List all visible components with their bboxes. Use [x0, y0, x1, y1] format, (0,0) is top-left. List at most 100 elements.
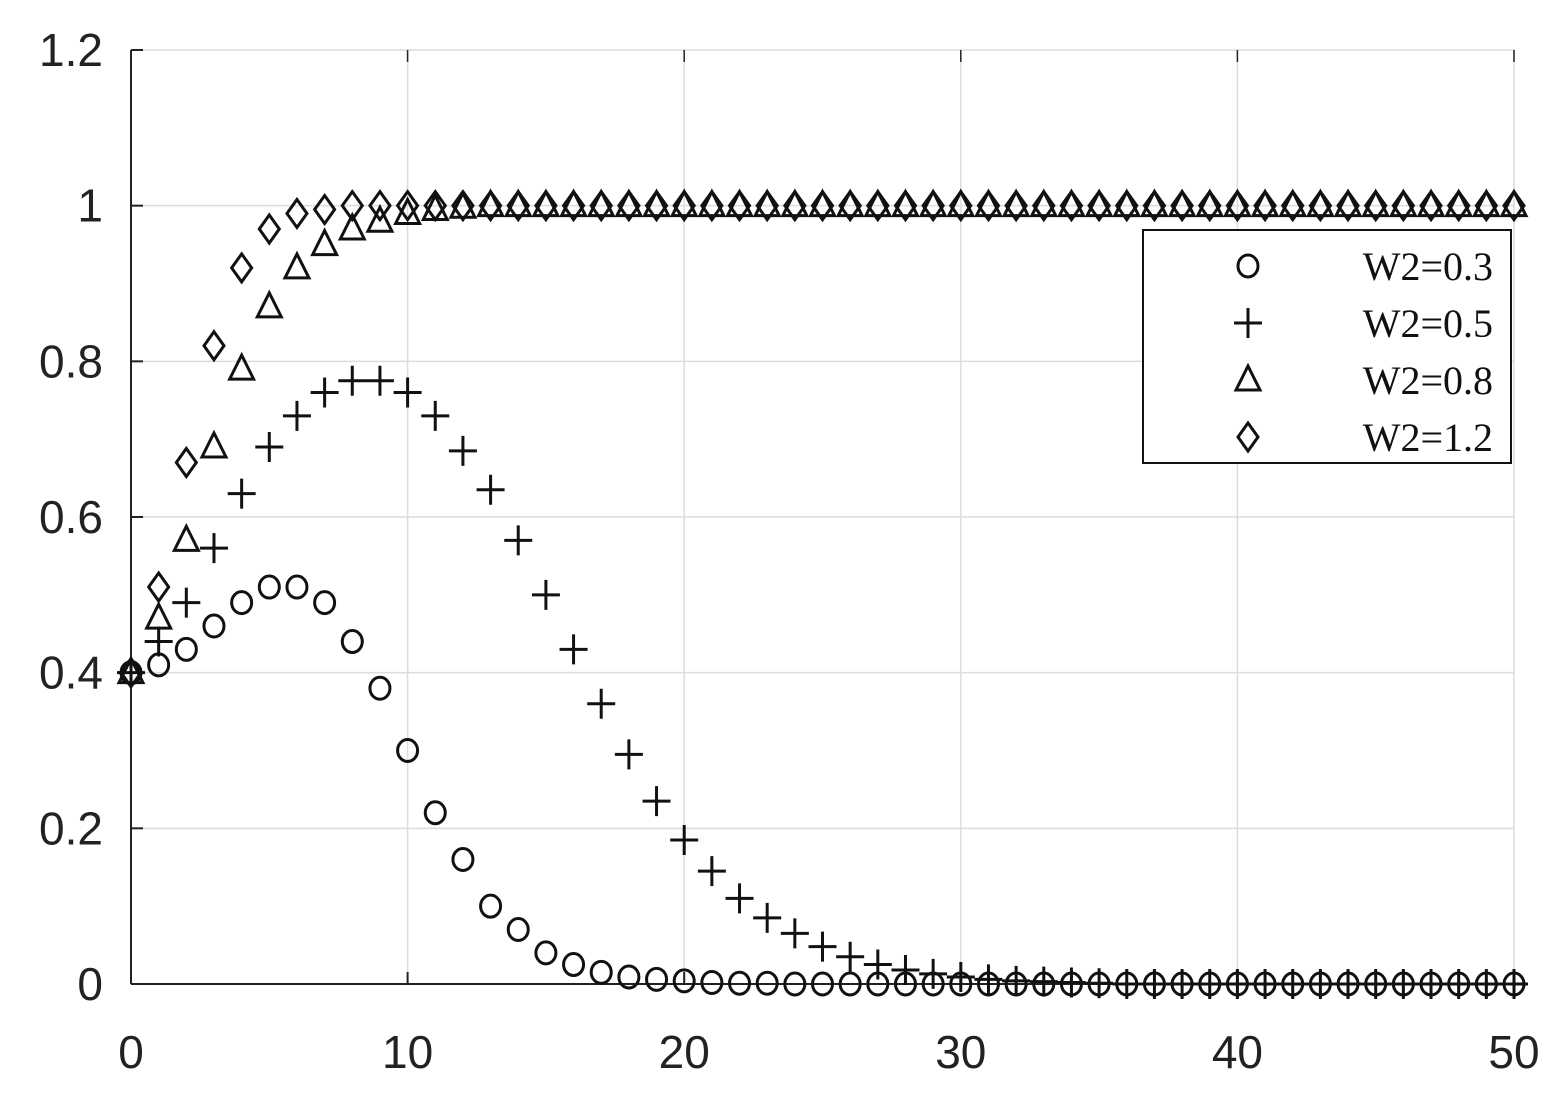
- data-point-triangle: [642, 188, 671, 218]
- x-tick-label: 50: [1488, 1026, 1539, 1078]
- data-point-triangle: [752, 188, 782, 218]
- data-point-diamond: [1280, 189, 1305, 223]
- data-point-diamond: [1087, 189, 1111, 223]
- data-point-triangle: [1499, 188, 1529, 218]
- data-point-plus: [1251, 969, 1280, 999]
- data-point-diamond: [1336, 189, 1360, 223]
- data-point-diamond: [506, 189, 531, 223]
- data-point-diamond: [423, 189, 448, 223]
- data-point-circle: [562, 952, 586, 978]
- data-point-diamond: [1142, 189, 1167, 223]
- data-point-circle: [174, 636, 198, 662]
- legend-box: [1142, 229, 1512, 464]
- data-point-diamond: [755, 189, 780, 223]
- data-point-triangle: [310, 227, 340, 257]
- legend-marker-plus: [1234, 308, 1262, 338]
- legend-marker-triangle: [1233, 362, 1263, 392]
- data-point-triangle: [697, 188, 727, 218]
- data-point-plus: [808, 931, 837, 962]
- data-point-plus: [310, 377, 339, 408]
- data-point-triangle: [1388, 188, 1418, 218]
- data-point-plus: [863, 949, 892, 980]
- legend-item: W2=1.2: [1236, 415, 1493, 460]
- data-point-triangle: [227, 351, 257, 381]
- data-point-diamond: [368, 189, 392, 223]
- data-points: [116, 188, 1529, 999]
- data-point-circle: [783, 971, 807, 997]
- data-point-diamond: [340, 189, 365, 223]
- data-point-diamond: [1225, 189, 1250, 223]
- data-point-plus: [1168, 969, 1197, 999]
- data-point-triangle: [1333, 188, 1363, 218]
- data-point-plus: [1500, 969, 1528, 999]
- data-point-triangle: [1444, 188, 1474, 218]
- data-point-diamond: [478, 189, 503, 223]
- x-tick-label: 20: [659, 1026, 710, 1078]
- data-point-circle: [728, 970, 752, 996]
- data-point-circle: [645, 966, 669, 992]
- data-point-plus: [1444, 969, 1473, 999]
- data-point-triangle: [254, 289, 284, 319]
- data-point-diamond: [1031, 189, 1056, 223]
- data-point-diamond: [146, 570, 171, 604]
- data-point-circle: [202, 613, 226, 639]
- x-tick-label: 40: [1212, 1026, 1263, 1078]
- data-point-diamond: [229, 251, 254, 285]
- data-point-circle: [534, 940, 558, 966]
- data-point-plus: [836, 941, 865, 972]
- data-point-plus: [172, 587, 201, 618]
- y-tick-label: 0.8: [39, 335, 103, 387]
- data-point-diamond: [1004, 189, 1028, 223]
- data-point-circle: [340, 629, 364, 655]
- data-point-circle: [230, 590, 254, 616]
- data-point-diamond: [589, 189, 614, 223]
- data-point-plus: [753, 902, 782, 933]
- data-point-triangle: [337, 211, 367, 241]
- data-point-diamond: [395, 189, 420, 223]
- data-point-triangle: [1084, 188, 1114, 218]
- data-point-triangle: [1057, 188, 1086, 218]
- data-point-plus: [1334, 969, 1363, 999]
- data-point-triangle: [476, 188, 506, 218]
- data-point-plus: [614, 739, 643, 770]
- data-point-triangle: [116, 655, 146, 685]
- data-point-triangle: [171, 522, 201, 552]
- data-point-diamond: [893, 189, 918, 223]
- data-point-circle: [589, 959, 613, 985]
- data-point-plus: [725, 883, 754, 914]
- data-point-circle: [423, 800, 447, 826]
- data-point-triangle: [1167, 188, 1197, 218]
- data-point-triangle: [531, 188, 561, 218]
- data-point-triangle: [1112, 188, 1142, 218]
- data-point-circle: [368, 675, 392, 701]
- legend-item: W2=0.8: [1233, 358, 1493, 403]
- data-point-circle: [285, 574, 309, 600]
- data-point-plus: [642, 786, 671, 817]
- data-point-diamond: [202, 329, 226, 363]
- data-point-plus: [670, 825, 699, 856]
- data-point-triangle: [1001, 188, 1031, 218]
- data-point-plus: [1140, 969, 1169, 999]
- data-point-triangle: [918, 188, 948, 218]
- y-tick-label: 0.2: [39, 802, 103, 854]
- data-point-triangle: [199, 429, 229, 459]
- data-point-plus: [1223, 969, 1252, 999]
- series-plus: [117, 365, 1528, 999]
- data-point-plus: [946, 961, 975, 992]
- data-point-diamond: [1114, 189, 1139, 223]
- data-point-diamond: [1391, 189, 1416, 223]
- data-point-triangle: [1195, 188, 1225, 218]
- x-tick-label: 0: [118, 1026, 144, 1078]
- data-point-diamond: [1197, 189, 1222, 223]
- data-point-diamond: [119, 656, 143, 690]
- data-point-plus: [282, 400, 311, 431]
- data-point-circle: [451, 846, 475, 872]
- data-point-diamond: [921, 189, 945, 223]
- legend-marker-diamond: [1236, 420, 1260, 454]
- x-tick-label: 10: [382, 1026, 433, 1078]
- data-point-circle: [617, 964, 641, 990]
- data-point-plus: [1417, 969, 1446, 999]
- data-point-triangle: [835, 188, 865, 218]
